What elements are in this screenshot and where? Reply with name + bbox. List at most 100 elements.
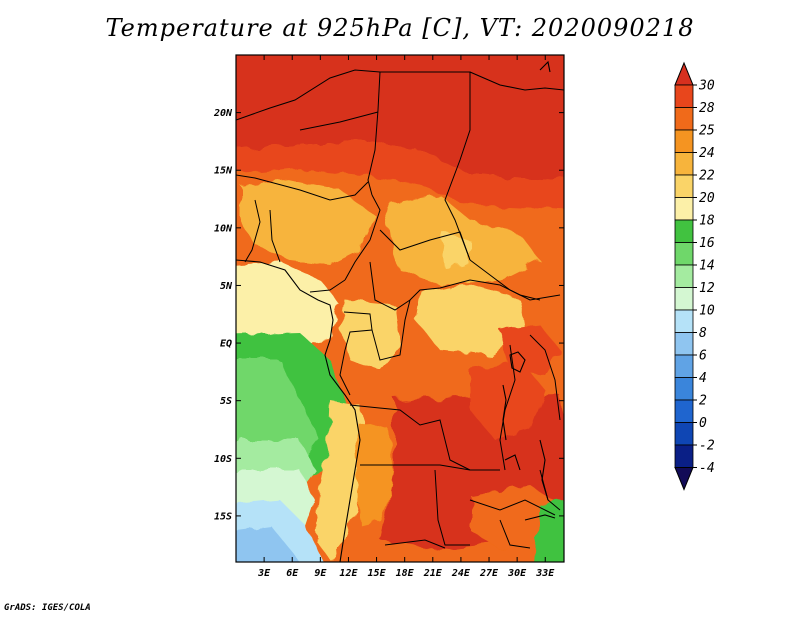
colorbar-swatch xyxy=(674,129,694,153)
boundary-line xyxy=(344,194,381,281)
angola-coastal-strip xyxy=(315,400,368,560)
gulf-of-guinea-region xyxy=(236,262,340,345)
y-tick-label: 5N xyxy=(220,281,233,292)
map-axes: 3E 6E 9E 12E 15E 18E 21E 24E 27E 30E 33E 20N 15N 10N 5… xyxy=(213,55,564,579)
lake-mweru-shore xyxy=(504,454,521,471)
x-tick-label: 6E xyxy=(286,568,299,579)
colorbar-swatch xyxy=(674,152,694,176)
lake-malawi-shore xyxy=(539,439,549,501)
colorbar-label: 2 xyxy=(699,394,707,409)
chart-title: Temperature at 925hPa [C], VT: 202009021… xyxy=(105,14,695,42)
colorbar-label: 8 xyxy=(699,326,707,341)
boundary-line xyxy=(244,199,261,263)
x-tick-label: 18E xyxy=(396,568,415,579)
colorbar-swatch xyxy=(674,309,694,333)
map-area xyxy=(236,55,564,562)
colorbar-swatch xyxy=(674,242,694,266)
congo-basin-cool-region xyxy=(415,285,525,355)
east-african-highlands-region xyxy=(500,325,560,375)
boundary-line xyxy=(384,539,446,549)
x-tick-label: 21E xyxy=(423,568,443,579)
colorbar-label: 25 xyxy=(699,124,715,139)
colorbar-swatch xyxy=(674,174,694,198)
colorbar-label: 30 xyxy=(698,79,715,94)
colorbar-label: 10 xyxy=(699,304,715,319)
x-tick-label: 30E xyxy=(507,568,527,579)
y-tick-label: 15N xyxy=(214,166,233,177)
y-tick-label: 5S xyxy=(220,396,232,407)
y-tick-label: 20N xyxy=(213,108,233,119)
coastline-west-africa xyxy=(236,259,361,562)
x-tick-label: 3E xyxy=(257,568,271,579)
colorbar-swatch xyxy=(674,422,694,446)
colorbar-label: 0 xyxy=(699,416,707,431)
colorbar-swatch xyxy=(674,399,694,423)
colorbar-swatch xyxy=(674,354,694,378)
boundary-line xyxy=(371,299,411,361)
colorbar-label: 16 xyxy=(699,236,715,251)
colorbar-swatch xyxy=(674,444,694,468)
y-tick-label: 15S xyxy=(214,511,232,522)
mozambique-coast-region xyxy=(535,501,564,562)
colorbar-swatch xyxy=(674,332,694,356)
y-tick-label: 10S xyxy=(214,454,232,465)
colorbar-swatch xyxy=(674,219,694,243)
colorbar-label: 6 xyxy=(699,349,707,364)
boundary-line xyxy=(434,469,470,546)
lake-victoria-shore xyxy=(509,351,526,373)
map-frame xyxy=(235,54,565,563)
colorbar-label: -4 xyxy=(699,461,715,476)
boundary-line xyxy=(309,279,346,293)
x-tick-label: 24E xyxy=(451,568,471,579)
grads-credit: GrADS: IGES/COLA xyxy=(4,603,91,613)
great-lakes-region xyxy=(470,360,545,440)
coastline xyxy=(236,60,564,562)
colorbar-swatch xyxy=(674,287,694,311)
boundary-line xyxy=(299,111,379,131)
boundary-line xyxy=(349,404,471,471)
colorbar-label: 18 xyxy=(699,214,715,229)
boundary-line xyxy=(339,349,351,396)
boundary-line xyxy=(269,209,281,263)
colorbar-swatch xyxy=(674,84,694,108)
angola-plateau-region xyxy=(355,420,395,525)
x-tick-label: 15E xyxy=(368,568,387,579)
gabon-interior-region xyxy=(340,300,400,370)
x-tick-label: 27E xyxy=(479,568,499,579)
boundary-line xyxy=(367,71,381,196)
south-atlantic-mid-region xyxy=(236,360,320,465)
colorbar-label: 14 xyxy=(699,259,715,274)
colorbar-top-arrow xyxy=(674,61,694,86)
colorbar-label: 24 xyxy=(699,146,715,161)
zambezi-region xyxy=(470,485,560,550)
colorbar-label: 12 xyxy=(699,281,715,296)
boundary-line xyxy=(360,464,500,471)
coastline-red-sea xyxy=(469,71,564,91)
colorbar-label: 22 xyxy=(699,169,715,184)
country-boundaries xyxy=(236,69,561,549)
colorbar-label: -2 xyxy=(699,439,715,454)
y-tick-label: 10N xyxy=(214,223,233,234)
x-tick-label: 9E xyxy=(314,568,327,579)
colorbar-bottom-arrow xyxy=(674,467,694,491)
x-tick-label: 33E xyxy=(535,568,555,579)
sahara-hot-region xyxy=(236,55,564,180)
colorbar-label: 4 xyxy=(699,371,707,386)
boundary-line xyxy=(236,174,369,201)
coastline-sinai xyxy=(539,60,551,73)
colorbar-swatch xyxy=(674,107,694,131)
sahel-warm-band xyxy=(236,140,564,210)
colorbar-swatch xyxy=(674,377,694,401)
boundary-line xyxy=(379,229,471,261)
boundary-line xyxy=(469,499,556,516)
colorbar-label: 28 xyxy=(699,101,715,116)
lake-tanganyika-shore xyxy=(502,384,507,441)
colorbar-label: 20 xyxy=(699,191,715,206)
colorbar-swatch xyxy=(674,197,694,221)
y-tick-label: EQ xyxy=(220,339,232,350)
x-tick-label: 12E xyxy=(339,568,358,579)
lake-kariba-shore xyxy=(524,514,556,521)
boundary-line xyxy=(236,69,381,121)
